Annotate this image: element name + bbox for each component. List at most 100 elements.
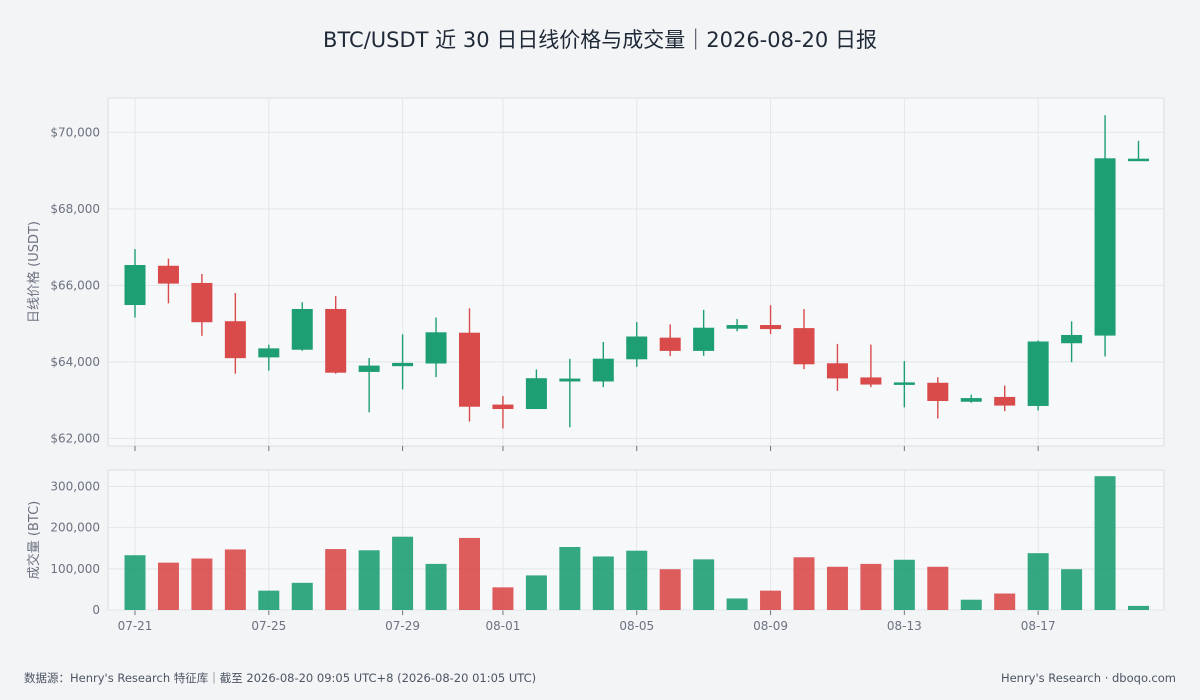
volume-bar xyxy=(1061,569,1083,610)
price-y-axis-label: 日线价格 (USDT) xyxy=(26,221,42,323)
volume-bar xyxy=(525,575,547,610)
candle-body xyxy=(1094,158,1116,336)
candle xyxy=(793,309,815,370)
volume-bars xyxy=(124,476,1149,610)
x-tick-label: 08-17 xyxy=(1021,619,1056,633)
volume-bar xyxy=(893,559,915,610)
price-y-ticks: $62,000 $64,000 $66,000 $68,000 $70,000 xyxy=(50,125,100,445)
x-tick-label: 07-25 xyxy=(251,619,286,633)
candle xyxy=(592,341,614,388)
candle xyxy=(626,322,648,367)
x-tick-label: 07-21 xyxy=(118,619,153,633)
volume-bar xyxy=(760,590,782,610)
candle-body xyxy=(793,328,815,365)
candle-body xyxy=(492,404,514,410)
candle xyxy=(492,395,514,429)
candle xyxy=(358,358,380,413)
x-tick-label: 08-09 xyxy=(753,619,788,633)
price-y-tick-label: $68,000 xyxy=(50,202,100,216)
candle-body xyxy=(325,308,347,373)
candle-body xyxy=(525,378,547,410)
candle xyxy=(994,385,1016,412)
volume-bar xyxy=(258,590,280,610)
candle xyxy=(860,344,882,388)
candle xyxy=(726,319,748,332)
candle xyxy=(659,324,681,357)
chart-title: BTC/USDT 近 30 日日线价格与成交量｜2026-08-20 日报 xyxy=(323,28,877,52)
candle-body xyxy=(1061,334,1083,344)
price-y-tick-label: $66,000 xyxy=(50,278,100,292)
candle xyxy=(1094,115,1116,357)
candle xyxy=(693,309,715,356)
volume-y-tick-label: 100,000 xyxy=(50,562,100,576)
candle-body xyxy=(592,358,614,382)
volume-bar xyxy=(425,563,447,610)
candle-body xyxy=(459,332,480,407)
candle-body xyxy=(191,282,213,323)
candle xyxy=(1061,321,1083,363)
candle-body xyxy=(893,382,915,385)
volume-bar xyxy=(291,582,313,610)
volume-bar xyxy=(325,549,347,610)
candle-body xyxy=(927,382,949,401)
candle-body xyxy=(994,396,1016,406)
candle-body xyxy=(392,362,414,367)
candle xyxy=(224,293,246,374)
candle xyxy=(960,394,982,403)
candle xyxy=(893,361,915,408)
candle-body xyxy=(1027,341,1049,406)
volume-bar xyxy=(826,566,848,610)
candle-body xyxy=(1128,158,1149,162)
volume-y-axis-label: 成交量 (BTC) xyxy=(26,501,42,579)
volume-y-tick-label: 200,000 xyxy=(50,521,100,535)
candle-body xyxy=(124,264,146,306)
candle-body xyxy=(693,327,715,351)
volume-bar xyxy=(559,547,581,610)
x-tick-label: 08-01 xyxy=(486,619,521,633)
price-y-tick-label: $70,000 xyxy=(50,125,100,139)
volume-bar xyxy=(358,550,380,610)
price-y-tick-label: $64,000 xyxy=(50,355,100,369)
volume-y-tick-label: 300,000 xyxy=(50,479,100,493)
candle xyxy=(927,377,949,419)
candle xyxy=(325,296,347,374)
candle xyxy=(826,343,848,391)
candle-body xyxy=(760,325,782,330)
volume-bar xyxy=(157,562,179,610)
volume-bar xyxy=(693,559,715,610)
footer-source: 数据源：Henry's Research 特征库｜截至 2026-08-20 0… xyxy=(24,671,536,685)
candle xyxy=(191,273,213,336)
volume-panel: 0 100,000 200,000 300,000 07-21 07-25 07-29 08… xyxy=(26,469,1165,633)
candle-body xyxy=(860,377,882,385)
candles xyxy=(124,115,1149,429)
candle-body xyxy=(826,363,848,379)
candle xyxy=(459,308,480,422)
volume-bar xyxy=(793,557,815,610)
volume-bar xyxy=(1027,553,1049,610)
candle-body xyxy=(626,336,648,360)
candle-body xyxy=(258,348,280,358)
volume-bar xyxy=(191,558,213,610)
candle xyxy=(559,358,581,428)
x-tick-label: 08-05 xyxy=(619,619,654,633)
candle xyxy=(258,344,280,371)
x-tick-label: 07-29 xyxy=(385,619,420,633)
candle xyxy=(157,258,179,304)
candle-body xyxy=(291,308,313,350)
candle xyxy=(1027,340,1049,411)
volume-bar xyxy=(492,587,514,610)
candle xyxy=(291,302,313,351)
volume-bar xyxy=(726,598,748,610)
candle xyxy=(1128,140,1149,162)
volume-bar xyxy=(994,593,1016,610)
volume-bar xyxy=(459,537,480,610)
candle-body xyxy=(157,265,179,284)
candle-body xyxy=(960,398,982,402)
candle-body xyxy=(659,337,681,351)
x-ticks: 07-21 07-25 07-29 08-01 08-05 08-09 08-13 08-17 xyxy=(118,619,1056,633)
volume-y-ticks: 0 100,000 200,000 300,000 xyxy=(50,479,100,617)
volume-bar xyxy=(124,555,146,610)
candle xyxy=(425,317,447,378)
volume-bar xyxy=(659,569,681,610)
candle-body xyxy=(224,321,246,359)
